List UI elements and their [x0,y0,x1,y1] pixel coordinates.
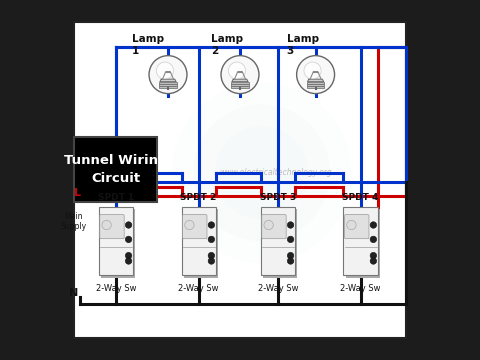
Circle shape [208,252,215,259]
Text: Tunnel Wiring
Circuit: Tunnel Wiring Circuit [64,154,168,185]
FancyBboxPatch shape [231,84,249,86]
Circle shape [125,236,132,243]
FancyBboxPatch shape [74,22,406,338]
Circle shape [221,56,259,94]
FancyBboxPatch shape [307,86,324,88]
FancyBboxPatch shape [159,82,177,84]
Text: Main
Supply: Main Supply [60,212,87,231]
Text: Lamp
3: Lamp 3 [287,34,319,56]
Text: Lamp
1: Lamp 1 [132,34,164,56]
Circle shape [208,258,215,264]
FancyBboxPatch shape [181,207,216,275]
Circle shape [208,222,215,228]
Text: L: L [74,188,81,198]
FancyBboxPatch shape [231,86,249,88]
FancyBboxPatch shape [100,215,124,239]
FancyBboxPatch shape [307,82,324,84]
Circle shape [347,220,356,230]
Text: Lamp
2: Lamp 2 [211,34,243,56]
Polygon shape [308,79,324,82]
Polygon shape [232,79,248,82]
FancyBboxPatch shape [74,137,157,202]
Circle shape [304,62,321,79]
Text: www.electricaltechnology.org: www.electricaltechnology.org [220,168,332,177]
FancyBboxPatch shape [346,209,380,278]
Circle shape [102,220,111,230]
Circle shape [264,220,273,230]
Text: 2-Way Sw: 2-Way Sw [340,284,381,293]
Circle shape [297,56,335,94]
Circle shape [208,236,215,243]
FancyBboxPatch shape [263,209,297,278]
Circle shape [125,222,132,228]
Circle shape [125,258,132,264]
Text: SPDT 4: SPDT 4 [342,193,379,202]
Text: SPDT 1: SPDT 1 [97,193,134,202]
Text: SPDT 3: SPDT 3 [260,193,296,202]
Polygon shape [160,79,176,82]
Circle shape [156,62,173,79]
Circle shape [288,222,294,228]
Text: 2-Way Sw: 2-Way Sw [179,284,219,293]
Circle shape [370,258,377,264]
FancyBboxPatch shape [99,207,133,275]
Circle shape [370,252,377,259]
FancyBboxPatch shape [261,207,295,275]
Circle shape [228,62,245,79]
FancyBboxPatch shape [345,215,369,239]
FancyBboxPatch shape [262,215,286,239]
Text: 2-Way Sw: 2-Way Sw [258,284,298,293]
FancyBboxPatch shape [101,209,135,278]
FancyBboxPatch shape [231,82,249,84]
FancyBboxPatch shape [184,209,218,278]
Circle shape [288,236,294,243]
Circle shape [370,222,377,228]
Circle shape [288,252,294,259]
FancyBboxPatch shape [159,86,177,88]
Circle shape [125,252,132,259]
Circle shape [185,220,194,230]
FancyBboxPatch shape [182,215,207,239]
Circle shape [288,258,294,264]
FancyBboxPatch shape [159,84,177,86]
FancyBboxPatch shape [307,84,324,86]
Circle shape [149,56,187,94]
Circle shape [370,236,377,243]
Text: SPDT 2: SPDT 2 [180,193,217,202]
FancyBboxPatch shape [344,207,378,275]
Text: 2-Way Sw: 2-Way Sw [96,284,136,293]
Text: N: N [69,288,78,298]
